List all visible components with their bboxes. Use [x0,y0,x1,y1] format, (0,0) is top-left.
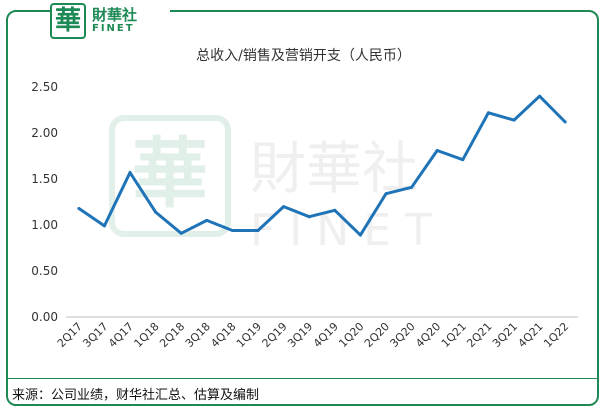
x-tick-label: 4Q20 [413,320,443,350]
chart-frame [6,10,599,406]
data-point [179,231,183,235]
watermark-mark-icon [109,115,231,237]
data-point [256,229,260,233]
data-point [435,148,439,152]
x-tick-label: 2Q21 [464,320,494,350]
x-tick-label: 2Q20 [362,320,392,350]
x-tick-label: 4Q18 [208,320,238,350]
x-tick-label: 4Q21 [516,320,546,350]
logo-text: 財華社 FINET [92,7,137,35]
x-tick-label: 1Q20 [336,320,366,350]
data-point [333,208,337,212]
x-tick-label: 3Q20 [388,320,418,350]
series-line [77,94,567,237]
data-point [307,215,311,219]
x-tick-label: 1Q21 [439,320,469,350]
x-tick-label: 2Q19 [260,320,290,350]
data-point [128,171,132,175]
x-tick-label: 2Q18 [157,320,187,350]
y-tick-label: 2.50 [31,80,58,94]
data-point [512,118,516,122]
data-point [461,158,465,162]
x-tick-label: 1Q19 [234,320,264,350]
x-axis: 2Q173Q174Q171Q182Q183Q184Q181Q192Q193Q19… [55,320,572,350]
y-tick-label: 0.50 [31,264,58,278]
y-axis: 0.00 0.50 1.00 1.50 2.00 2.50 [31,80,58,324]
watermark-name-en: FINET [250,205,446,256]
chart-title: 总收入/销售及营销开支（人民币） [196,48,411,64]
logo-name-en: FINET [92,23,135,34]
y-tick-label: 1.00 [31,218,58,232]
x-tick-label: 1Q22 [541,320,571,350]
data-point [230,229,234,233]
watermark-mark: 華 [132,129,208,218]
data-point [102,224,106,228]
data-point [205,218,209,222]
finet-logo: 華 財華社 FINET [50,0,170,42]
x-tick-label: 2Q17 [55,320,85,350]
data-point [384,192,388,196]
x-tick-label: 1Q18 [132,320,162,350]
source-separator [8,378,599,379]
data-point [282,205,286,209]
x-tick-label: 3Q19 [285,320,315,350]
y-tick-label: 1.50 [31,172,58,186]
data-point [486,111,490,115]
y-tick-label: 2.00 [31,126,58,140]
data-point [77,206,81,210]
x-tick-label: 4Q17 [106,320,136,350]
logo-name-cn: 財華社 [92,6,138,24]
y-tick-label: 0.00 [31,310,58,324]
data-point [538,94,542,98]
x-tick-label: 3Q17 [80,320,110,350]
logo-mark-icon: 華 [50,3,86,39]
x-tick-label: 3Q21 [490,320,520,350]
data-point [410,185,414,189]
series-points [77,94,567,237]
data-point [563,120,567,124]
x-tick-label: 3Q18 [183,320,213,350]
x-tick-label: 4Q19 [311,320,341,350]
watermark: 華 財華社 FINET [109,115,446,256]
data-point [358,233,362,237]
source-note: 来源：公司业绩，财华社汇总、估算及编制 [12,388,260,403]
data-point [154,210,158,214]
